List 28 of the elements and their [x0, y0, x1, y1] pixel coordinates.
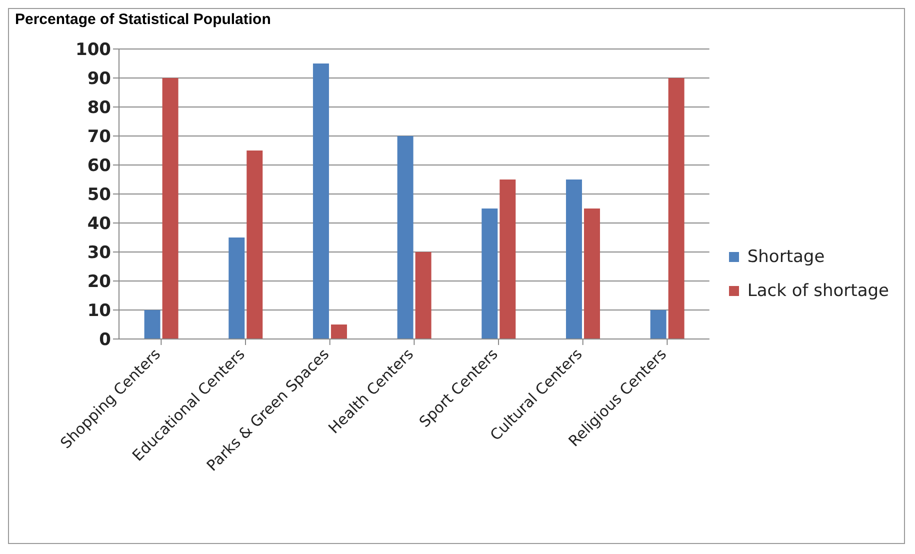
bar	[500, 180, 516, 339]
legend-label: Lack of shortage	[746, 281, 889, 301]
y-tick-label: 40	[87, 214, 112, 234]
bar	[312, 64, 329, 339]
y-tick-label: 70	[87, 127, 112, 148]
bar	[415, 252, 432, 339]
bar	[397, 136, 414, 339]
bar	[228, 238, 245, 339]
bar	[144, 310, 160, 339]
bar	[650, 310, 666, 339]
bar	[330, 324, 347, 339]
y-tick-label: 50	[87, 185, 112, 206]
bar	[482, 208, 498, 339]
y-tick-label: 80	[87, 98, 112, 118]
bar	[668, 78, 684, 339]
y-axis-title: Percentage of Statistical Population	[15, 11, 271, 28]
y-tick-label: 20	[87, 272, 112, 292]
y-tick-label: 90	[87, 69, 112, 90]
y-tick-label: 0	[99, 330, 112, 350]
bar	[566, 180, 582, 339]
bar	[584, 208, 600, 339]
bar	[246, 150, 263, 339]
bar	[162, 78, 178, 339]
y-tick-label: 100	[76, 40, 112, 60]
y-tick-label: 30	[87, 243, 112, 264]
y-tick-label: 10	[87, 301, 112, 322]
y-tick-label: 60	[87, 156, 112, 176]
legend-label: Shortage	[746, 247, 826, 267]
